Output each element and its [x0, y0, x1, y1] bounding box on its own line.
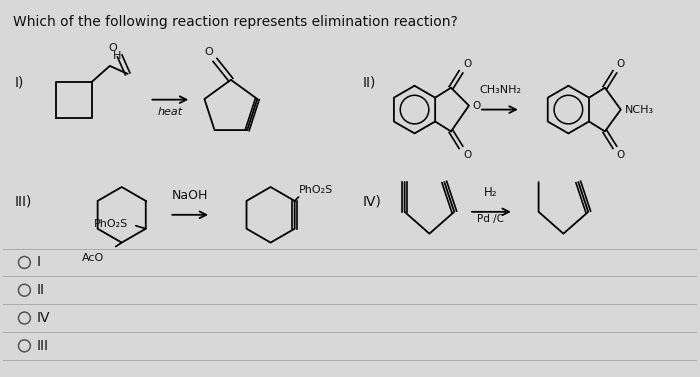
Text: III): III)	[15, 195, 32, 209]
Text: NCH₃: NCH₃	[624, 104, 654, 115]
Text: O: O	[617, 150, 625, 160]
Text: Pd /C: Pd /C	[477, 214, 505, 224]
Text: II: II	[36, 283, 44, 297]
Text: H: H	[113, 51, 121, 61]
Text: O: O	[473, 101, 481, 110]
Text: O: O	[617, 59, 625, 69]
Text: O: O	[204, 47, 214, 57]
Text: IV: IV	[36, 311, 50, 325]
Text: NaOH: NaOH	[172, 189, 209, 202]
Text: I): I)	[15, 76, 24, 90]
Text: PhO₂S: PhO₂S	[94, 219, 128, 229]
Text: II): II)	[363, 76, 377, 90]
Text: PhO₂S: PhO₂S	[299, 185, 333, 195]
Text: O: O	[463, 150, 471, 160]
Text: CH₃NH₂: CH₃NH₂	[479, 85, 521, 95]
Text: I: I	[36, 256, 41, 270]
Text: AcO: AcO	[82, 253, 104, 262]
Text: O: O	[463, 59, 471, 69]
Text: Which of the following reaction represents elimination reaction?: Which of the following reaction represen…	[13, 15, 457, 29]
Text: H₂: H₂	[484, 186, 498, 199]
Text: O: O	[108, 43, 117, 53]
Text: IV): IV)	[363, 195, 382, 209]
Text: heat: heat	[158, 107, 183, 116]
Text: III: III	[36, 339, 48, 353]
